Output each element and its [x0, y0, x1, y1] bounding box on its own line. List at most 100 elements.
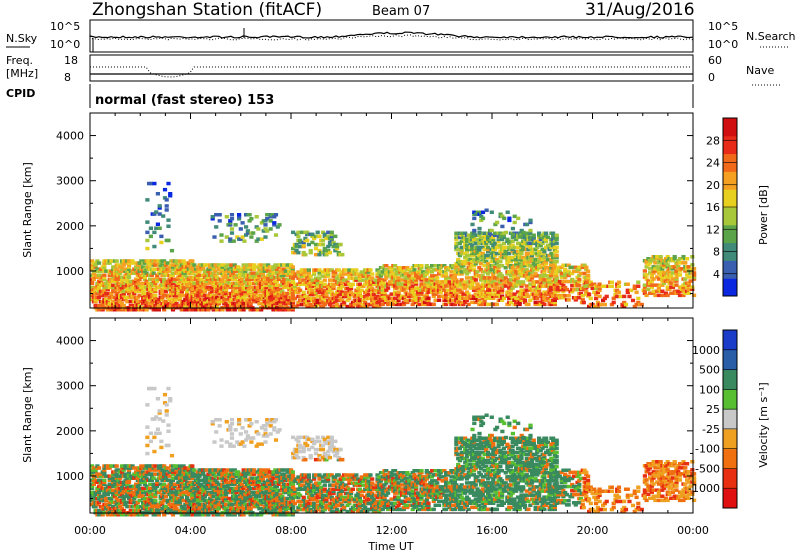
power-echo-cell [333, 248, 338, 253]
power-echo-cell [154, 210, 159, 214]
power-echo-cell [692, 275, 697, 279]
power-echo-cell [275, 225, 280, 229]
power-echo-cell [405, 272, 410, 276]
power-echo-cell [237, 217, 242, 221]
power-echo-cell [242, 239, 247, 243]
power-echo-cell [468, 266, 473, 270]
power-echo-cell [238, 295, 243, 300]
power-echo-cell [296, 230, 301, 235]
power-echo-cell [111, 279, 116, 284]
power-echo-cell [167, 301, 172, 306]
power-echo-cell [566, 294, 571, 298]
power-echo-cell [357, 284, 362, 288]
power-echo-cell [491, 249, 496, 254]
velocity-data-cells [90, 386, 697, 517]
power-echo-cell [549, 273, 554, 278]
power-echo-cell [508, 300, 513, 305]
velocity-echo-cell [109, 474, 114, 478]
power-echo-cell [229, 275, 234, 279]
power-echo-cell [515, 257, 521, 262]
power-echo-cell [426, 286, 431, 290]
power-echo-cell [319, 280, 324, 284]
power-echo-cell [282, 281, 287, 286]
velocity-echo-cell [144, 513, 149, 517]
power-echo-cell [459, 247, 464, 252]
power-echo-cell [677, 257, 683, 261]
power-echo-cell [190, 295, 195, 300]
power-echo-cell [602, 296, 607, 301]
power-echo-cell [292, 282, 297, 286]
power-echo-cell [561, 296, 566, 300]
power-echo-cell [463, 280, 468, 284]
power-echo-cell [283, 303, 288, 308]
power-echo-cell [507, 245, 512, 250]
power-echo-cell [514, 237, 519, 242]
power-echo-cell [327, 286, 333, 291]
power-echo-cell [627, 294, 632, 299]
power-echo-cell [155, 275, 160, 279]
power-echo-cell [421, 284, 426, 288]
power-echo-cell [452, 272, 457, 276]
power-echo-cell [473, 272, 478, 276]
velocity-echo-cell [109, 496, 114, 501]
power-echo-cell [169, 291, 174, 296]
power-echo-cell [373, 298, 378, 303]
power-echo-cell [478, 262, 484, 266]
power-echo-cell [690, 255, 695, 259]
power-echo-cell [442, 270, 447, 274]
power-echo-cell [431, 294, 436, 298]
power-echo-cell [287, 308, 292, 312]
power-echo-cell [456, 298, 461, 302]
velocity-echo-cell [98, 484, 103, 489]
power-echo-cell [672, 265, 677, 269]
power-echo-cell [269, 291, 274, 296]
power-echo-cell [366, 292, 371, 297]
power-echo-cell [259, 221, 264, 225]
power-echo-cell [552, 247, 557, 252]
power-echo-cell [109, 269, 114, 273]
power-echo-cell [177, 303, 183, 308]
power-echo-cell [246, 277, 251, 281]
power-echo-cell [91, 271, 96, 275]
freq-tick-bottom: 8 [64, 71, 71, 84]
velocity-echo-cell [135, 500, 140, 505]
velocity-echo-cell [139, 504, 144, 509]
power-echo-cell [172, 277, 177, 281]
power-echo-cell [114, 301, 119, 306]
power-echo-cell [686, 275, 691, 279]
velocity-echo-cell [155, 480, 160, 484]
power-echo-cell [148, 234, 153, 239]
power-echo-cell [651, 271, 656, 275]
power-echo-cell [656, 269, 661, 273]
velocity-echo-cell [144, 500, 149, 505]
power-echo-cell [566, 269, 571, 274]
power-echo-cell [566, 263, 571, 267]
beam-label: Beam 07 [372, 4, 430, 19]
velocity-echo-cell [172, 504, 177, 509]
power-echo-cell [167, 297, 172, 302]
power-echo-cell [313, 292, 319, 297]
power-echo-cell [403, 294, 408, 298]
power-echo-cell [377, 280, 382, 284]
velocity-echo-cell [102, 490, 107, 495]
power-echo-cell [533, 264, 538, 268]
power-echo-cell [107, 279, 112, 284]
power-echo-cell [273, 299, 278, 304]
power-echo-cell [480, 274, 485, 278]
power-echo-cell [345, 304, 350, 309]
velocity-echo-cell [181, 490, 186, 495]
power-echo-cell [581, 300, 586, 305]
power-echo-cell [377, 288, 382, 293]
power-echo-cell [227, 281, 232, 286]
power-echo-cell [137, 277, 142, 281]
power-echo-cell [190, 289, 195, 294]
power-echo-cell [651, 289, 656, 293]
power-echo-cell [356, 294, 361, 299]
power-echo-cell [563, 294, 568, 298]
velocity-echo-cell [123, 472, 128, 476]
power-echo-cell [510, 243, 515, 248]
power-echo-cell [475, 210, 480, 214]
power-echo-cell [267, 279, 273, 284]
power-echo-cell [575, 275, 580, 280]
